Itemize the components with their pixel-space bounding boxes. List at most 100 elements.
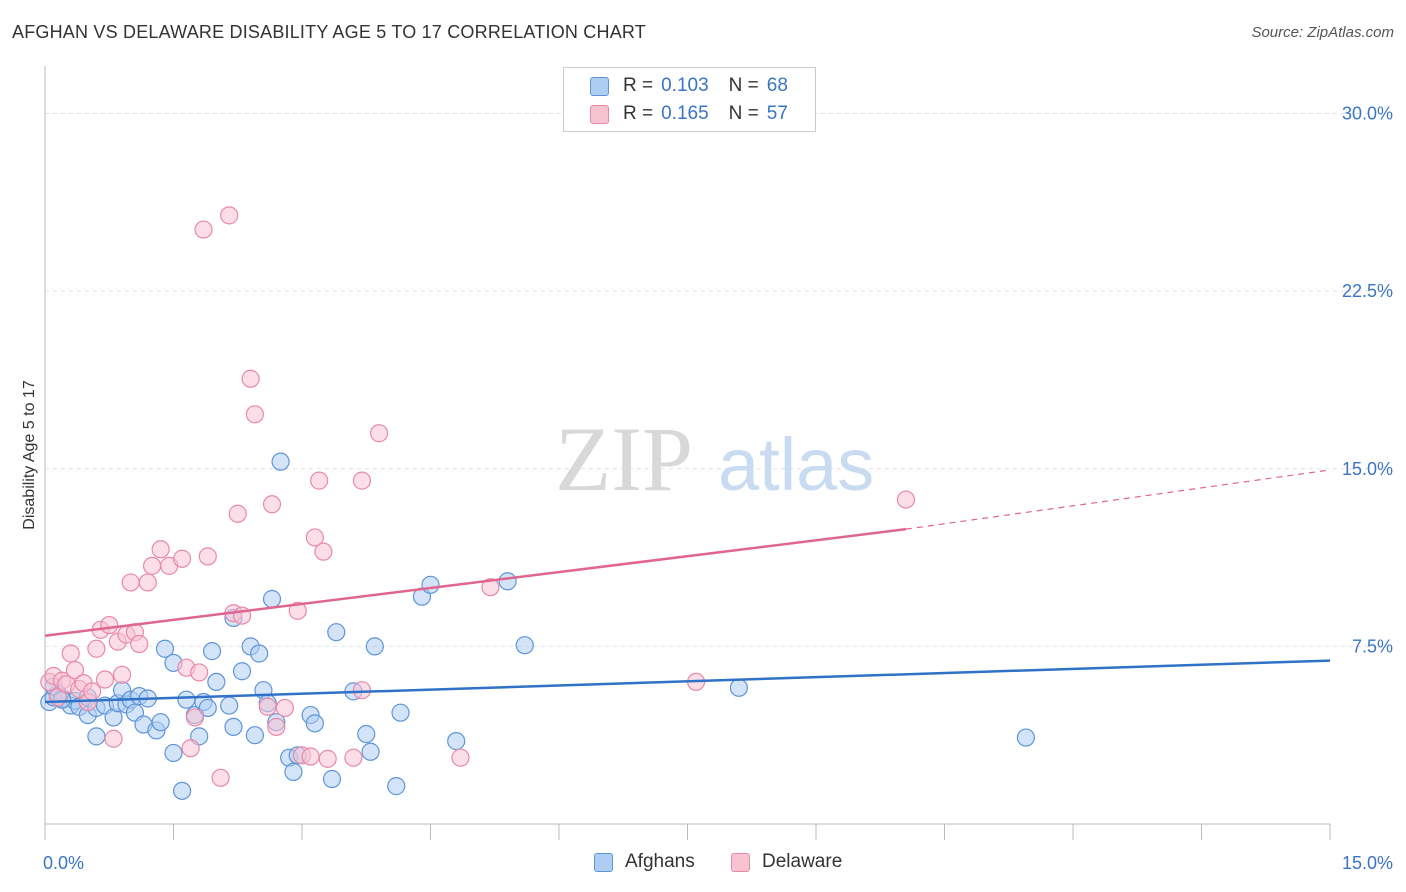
delaware-point-43 <box>275 698 294 718</box>
delaware-point-54 <box>370 424 389 443</box>
delaware-point-58 <box>896 490 916 509</box>
afghans-point-35 <box>220 696 239 715</box>
watermark-atlas: atlas <box>718 423 874 506</box>
delaware-point-5 <box>61 644 80 663</box>
y-tick-label-1: 15.0% <box>1342 459 1393 479</box>
delaware-point-22 <box>138 573 157 592</box>
x-tick-labels: 0.0% 15.0% <box>43 853 1393 873</box>
delaware-point-23 <box>142 556 162 575</box>
delaware-r-value: 0.165 <box>661 103 709 124</box>
delaware-point-33 <box>211 768 230 787</box>
afghans-point-40 <box>245 726 264 745</box>
delaware-point-28 <box>181 739 200 758</box>
legend-row-delaware: R = 0.165 N = 57 <box>590 102 788 126</box>
delaware-trend-extension <box>905 469 1331 530</box>
delaware-point-29 <box>185 708 205 727</box>
afghans-point-65 <box>729 678 749 697</box>
afghans-point-56 <box>361 742 380 761</box>
afghans-point-55 <box>357 724 376 744</box>
afghans-point-36 <box>224 717 243 737</box>
afghans-point-51 <box>305 714 324 733</box>
afghans-point-58 <box>387 777 406 796</box>
afghans-trend-line <box>44 659 1331 704</box>
delaware-point-14 <box>100 615 119 635</box>
afghans-point-57 <box>365 637 384 656</box>
delaware-n-label: N = <box>728 103 759 124</box>
y-tick-label-0: 7.5% <box>1352 636 1393 656</box>
delaware-point-47 <box>305 528 324 547</box>
series-legend: Afghans Delaware <box>0 851 1406 877</box>
delaware-point-17 <box>112 665 132 684</box>
delaware-point-21 <box>130 634 149 654</box>
afghans-point-64 <box>515 636 534 655</box>
y-tick-label-3: 30.0% <box>1342 104 1393 124</box>
afghans-n-label: N = <box>728 75 759 96</box>
trend-lines <box>44 469 1331 704</box>
delaware-point-11 <box>87 639 106 658</box>
x-tick-label-1: 15.0% <box>1342 853 1393 873</box>
afghans-point-63 <box>498 572 517 591</box>
afghans-point-52 <box>322 769 342 789</box>
delaware-point-26 <box>172 549 192 568</box>
afghans-n-value: 68 <box>766 75 788 96</box>
delaware-point-39 <box>245 405 264 424</box>
delaware-point-50 <box>318 749 337 768</box>
chart-title: AFGHAN VS DELAWARE DISABILITY AGE 5 TO 1… <box>12 22 646 42</box>
afghans-point-48 <box>284 762 303 781</box>
delaware-point-36 <box>228 504 247 523</box>
series-legend-delaware: Delaware <box>731 851 842 873</box>
delaware-point-44 <box>288 601 307 620</box>
afghans-point-41 <box>250 644 269 663</box>
x-tick-label-0: 0.0% <box>43 853 84 873</box>
delaware-swatch <box>590 104 609 124</box>
delaware-point-53 <box>352 471 372 490</box>
delaware-point-19 <box>121 573 140 592</box>
watermark-zip: ZIP <box>555 408 693 510</box>
delaware-point-13 <box>95 670 115 689</box>
y-tick-labels: 7.5% 15.0% 22.5% 30.0% <box>1342 104 1393 657</box>
delaware-point-52 <box>352 681 372 700</box>
delaware-point-15 <box>104 729 123 748</box>
chart-source: Source: ZipAtlas.com <box>1251 24 1394 41</box>
y-axis-label: Disability Age 5 to 17 <box>21 380 38 530</box>
afghans-legend-label: Afghans <box>625 851 695 872</box>
delaware-point-56 <box>481 578 500 597</box>
afghans-point-27 <box>172 781 192 800</box>
delaware-point-6 <box>65 660 85 680</box>
delaware-trend-line <box>44 527 907 637</box>
afghans-point-34 <box>207 672 226 692</box>
afghans-legend-swatch <box>594 852 613 872</box>
delaware-point-48 <box>310 471 329 490</box>
afghans-point-26 <box>164 743 183 763</box>
afghans-point-62 <box>447 732 466 751</box>
delaware-point-41 <box>262 495 282 514</box>
afghans-point-66 <box>1016 728 1035 747</box>
delaware-point-51 <box>344 748 363 767</box>
delaware-n-value: 57 <box>766 103 788 124</box>
delaware-point-24 <box>151 540 170 559</box>
afghans-point-11 <box>87 727 106 746</box>
y-tick-label-2: 22.5% <box>1342 281 1393 301</box>
delaware-point-30 <box>190 663 209 682</box>
afghans-point-38 <box>232 662 252 681</box>
afghans-point-59 <box>391 703 410 722</box>
afghans-point-44 <box>262 589 282 609</box>
delaware-points <box>40 206 916 787</box>
afghans-r-label: R = <box>623 75 654 96</box>
delaware-point-32 <box>198 547 217 566</box>
afghans-point-33 <box>202 642 222 661</box>
delaware-point-55 <box>451 748 470 767</box>
afghans-point-46 <box>271 452 290 471</box>
grid-lines <box>45 113 1370 647</box>
delaware-point-46 <box>301 747 320 766</box>
delaware-point-49 <box>314 542 333 561</box>
afghans-r-value: 0.103 <box>661 75 709 96</box>
afghans-point-61 <box>421 575 440 594</box>
delaware-point-38 <box>241 369 260 388</box>
delaware-point-42 <box>267 717 286 737</box>
watermark: ZIP atlas <box>555 408 874 510</box>
legend-row-afghans: R = 0.103 N = 68 <box>590 74 788 98</box>
afghans-point-28 <box>177 690 196 709</box>
delaware-r-label: R = <box>623 103 654 124</box>
delaware-legend-label: Delaware <box>762 851 843 872</box>
